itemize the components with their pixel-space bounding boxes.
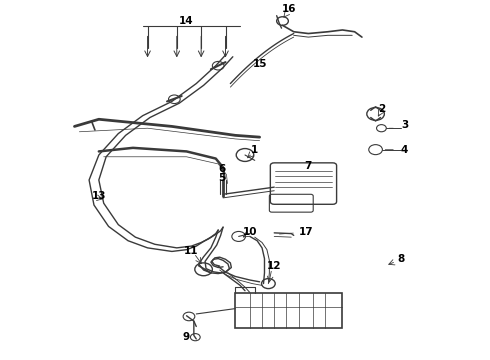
Text: 10: 10 <box>243 227 257 237</box>
Text: 17: 17 <box>298 227 313 237</box>
Text: 1: 1 <box>251 145 258 155</box>
Text: 9: 9 <box>183 332 190 342</box>
Text: 14: 14 <box>179 16 194 26</box>
Text: 5: 5 <box>218 173 225 183</box>
Text: 15: 15 <box>252 59 267 69</box>
Text: 3: 3 <box>401 120 408 130</box>
Text: 13: 13 <box>92 191 106 201</box>
Text: 6: 6 <box>218 164 225 174</box>
Text: 11: 11 <box>184 247 198 256</box>
Text: 2: 2 <box>378 104 385 113</box>
Text: 16: 16 <box>282 4 296 14</box>
Text: 4: 4 <box>401 145 408 155</box>
Text: 7: 7 <box>305 161 312 171</box>
Text: 12: 12 <box>267 261 281 271</box>
Text: 8: 8 <box>397 253 405 264</box>
